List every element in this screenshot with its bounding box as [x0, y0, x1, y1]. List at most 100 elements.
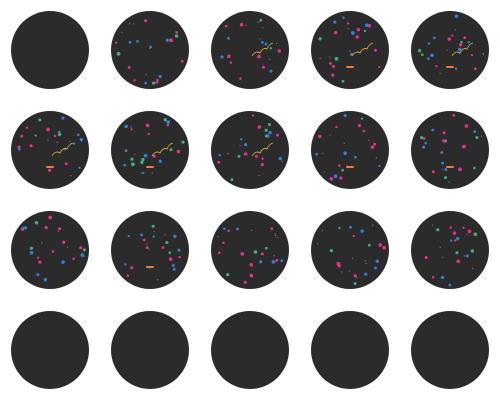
cell-dot [360, 117, 364, 120]
cell-dot [173, 234, 177, 239]
cell-dot [269, 69, 273, 73]
cell-dot [146, 243, 148, 245]
cell-dot [449, 239, 453, 242]
cell-dot [446, 49, 448, 51]
fiber-strand [51, 142, 74, 157]
cell-dot [226, 272, 230, 277]
well-disc [111, 311, 189, 389]
cell-dot [44, 226, 48, 230]
well-disc [411, 311, 489, 389]
cell-dot [258, 174, 260, 177]
orange-marker [446, 66, 454, 68]
well-r0-c2 [211, 11, 289, 89]
fiber-strand [251, 42, 274, 57]
cell-dot [470, 53, 474, 57]
cell-dot [141, 157, 145, 162]
cell-dot [454, 14, 459, 19]
well-r1-c2 [211, 111, 289, 189]
well-disc [311, 11, 389, 89]
cell-dot [431, 128, 435, 132]
cell-dot [257, 21, 259, 23]
cell-dot [147, 132, 150, 136]
cell-dot [152, 154, 156, 158]
cell-dot [253, 250, 258, 254]
cell-dot [277, 49, 281, 53]
cell-dot [348, 270, 351, 272]
cell-dot [259, 18, 263, 22]
fiber-strand [151, 142, 174, 157]
cell-dot [372, 224, 374, 226]
cell-dot [47, 168, 52, 172]
cell-dot [58, 227, 62, 231]
cell-dot [329, 56, 331, 58]
cell-dot [128, 22, 131, 25]
cell-dot [334, 57, 339, 61]
cell-dot [353, 274, 357, 278]
cell-dot [356, 28, 361, 32]
cell-dot [357, 123, 362, 128]
cell-dot [140, 233, 144, 237]
cell-dot [319, 57, 321, 60]
cell-dot [422, 137, 426, 140]
cell-dot [363, 29, 367, 33]
cell-dot [354, 155, 357, 159]
cell-dot [174, 34, 179, 38]
cell-dot [333, 20, 337, 24]
cell-dot [368, 139, 370, 141]
cell-dot [223, 227, 226, 230]
cell-dot [164, 234, 166, 236]
cell-dot [124, 124, 128, 129]
cell-dot [268, 130, 272, 135]
cell-dot [337, 264, 341, 268]
cell-dot [473, 130, 477, 133]
cell-dot [156, 78, 159, 82]
cell-dot [134, 153, 136, 156]
cell-dot [61, 260, 65, 264]
cell-dot [432, 36, 436, 40]
cell-dot [153, 230, 155, 233]
cell-dot [431, 224, 434, 226]
cell-dot [261, 157, 264, 160]
cell-dot [145, 246, 149, 249]
cell-dot [166, 120, 171, 124]
cell-dot [462, 144, 466, 149]
cell-dot [420, 53, 424, 57]
cell-dot [329, 176, 334, 181]
cell-dot [257, 125, 262, 129]
cell-dot [382, 245, 386, 250]
cell-dot [261, 65, 265, 69]
cell-dot [29, 250, 34, 255]
well-disc [111, 11, 189, 89]
cell-dot [72, 257, 75, 261]
cell-dot [431, 170, 435, 174]
cell-dot [465, 254, 469, 258]
cell-dot [161, 246, 165, 249]
cell-dot [178, 255, 181, 259]
cell-dot [165, 38, 169, 42]
well-r2-c4 [411, 211, 489, 289]
cell-dot [353, 282, 357, 286]
well-r1-c3 [311, 111, 389, 189]
cell-dot [243, 280, 247, 284]
cell-dot [69, 140, 71, 143]
cell-dot [317, 243, 319, 245]
well-r0-c3 [311, 11, 389, 89]
cell-dot [249, 273, 254, 278]
cell-dot [130, 157, 134, 161]
cell-dot [441, 151, 444, 154]
well-disc [111, 111, 189, 189]
cell-dot [165, 240, 169, 245]
cell-dot [321, 229, 323, 232]
cell-dot [79, 246, 83, 250]
cell-dot [333, 30, 338, 35]
cell-dot [257, 54, 261, 59]
cell-dot [456, 237, 460, 241]
cell-dot [56, 141, 58, 143]
cell-dot [271, 260, 276, 264]
cell-dot [29, 246, 34, 250]
well-r2-c2 [211, 211, 289, 289]
cell-dot [124, 149, 128, 153]
cell-dot [227, 229, 231, 233]
cell-dot [452, 231, 457, 235]
cell-dot [355, 35, 359, 39]
